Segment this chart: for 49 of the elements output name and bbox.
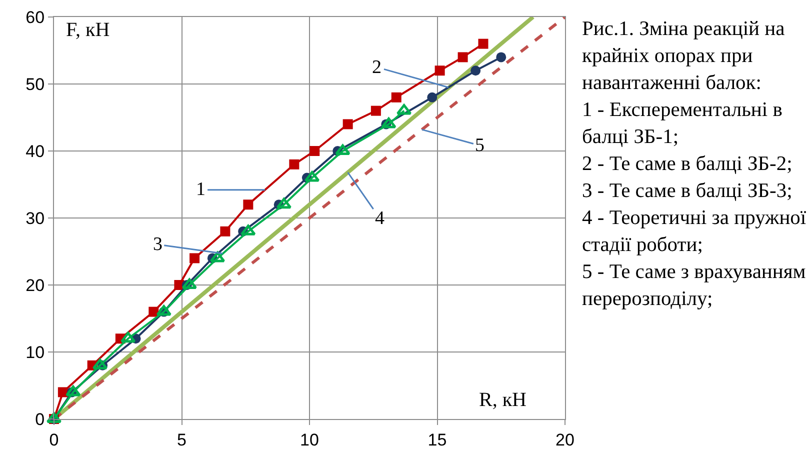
y-tick-label: 50 — [26, 74, 45, 94]
text: 3 - Те саме в балці ЗБ-3; — [582, 179, 794, 204]
point — [120, 332, 136, 343]
text: Рис.1. Зміна реакцій на крайніх опорах при навантаженні балок: — [582, 17, 786, 96]
point — [289, 159, 300, 170]
point — [210, 251, 226, 262]
y-tick-label: 20 — [26, 276, 45, 295]
point — [156, 305, 172, 316]
annotation: 5 — [475, 135, 484, 156]
point — [220, 226, 230, 236]
text: 1 - Експерементальні в балці ЗБ-1; — [582, 98, 784, 150]
point — [391, 92, 402, 102]
y-tick-label: 30 — [26, 208, 45, 228]
x-tick-label: 0 — [49, 430, 59, 450]
x-tick-label: 10 — [300, 430, 319, 450]
point — [335, 144, 350, 155]
y-tick-label: 40 — [26, 142, 45, 161]
point — [458, 52, 468, 62]
point — [496, 52, 506, 62]
point — [190, 253, 200, 264]
x-tick-label: 5 — [177, 430, 186, 450]
point — [470, 66, 481, 76]
point — [148, 306, 159, 317]
point — [58, 387, 68, 398]
point — [478, 38, 488, 49]
point — [427, 92, 438, 102]
y-axis-title: F, кН — [66, 19, 110, 41]
point — [243, 200, 254, 210]
text: 5 - Те саме з врахуванням перерозподілу; — [582, 260, 807, 312]
x-tick-label: 15 — [428, 430, 447, 450]
annotation: 3 — [153, 234, 162, 255]
point — [276, 198, 292, 209]
annotation: 4 — [375, 208, 385, 229]
point — [66, 385, 81, 396]
y-tick-label: 60 — [26, 8, 45, 27]
x-axis-title: R, кН — [479, 389, 526, 411]
point — [240, 224, 256, 236]
point — [381, 117, 396, 128]
point — [342, 119, 353, 130]
point — [370, 106, 381, 116]
point — [310, 146, 320, 156]
text: 2 - Те саме в балці ЗБ-2; — [582, 152, 794, 177]
annotation: 1 — [196, 179, 206, 200]
x-tick-label: 20 — [556, 430, 574, 450]
y-tick-label: 0 — [35, 410, 45, 429]
y-tick-label: 10 — [26, 342, 45, 362]
text: 4 - Теоретичні за пружної стадії роботи; — [582, 206, 808, 258]
point — [434, 66, 445, 76]
annotation: 2 — [372, 57, 382, 78]
